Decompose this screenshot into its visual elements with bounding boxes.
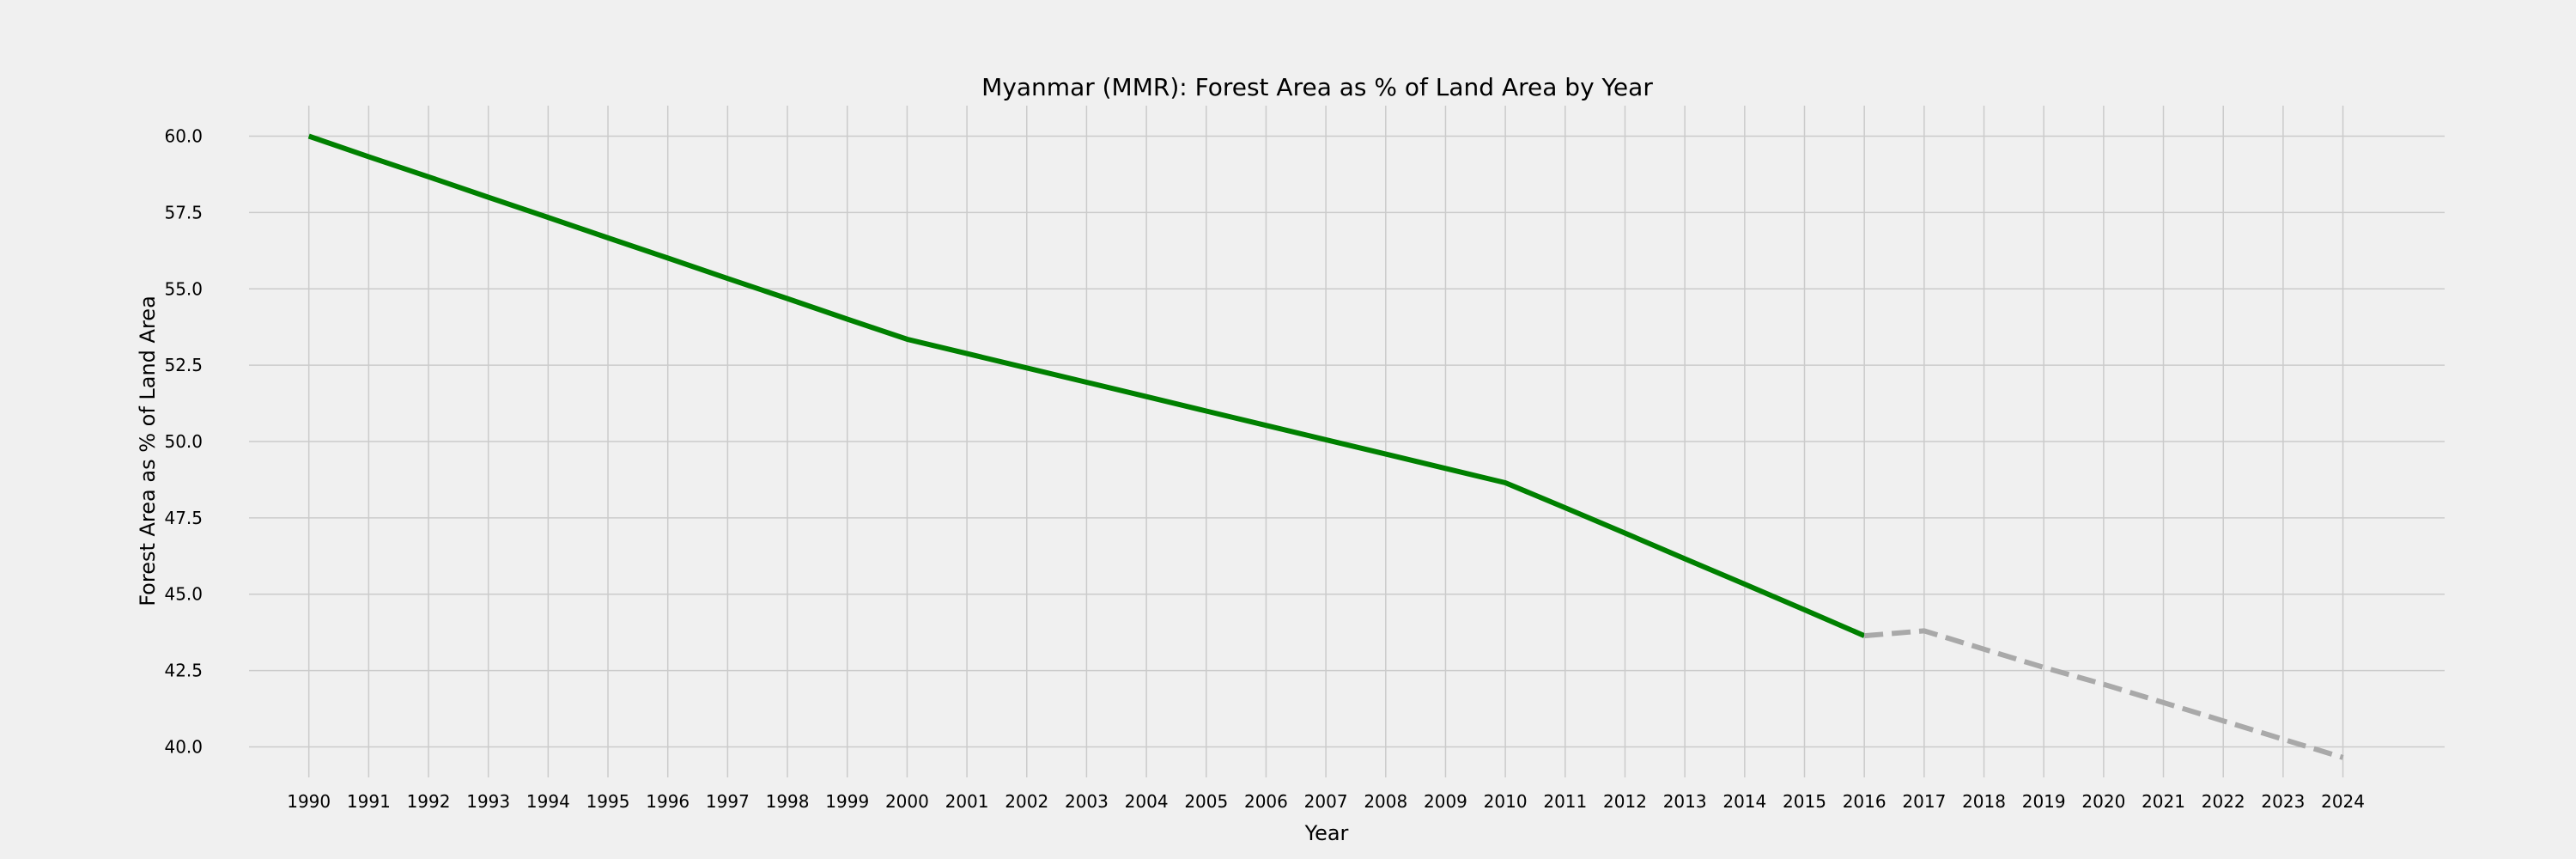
x-tick-label: 2009	[1424, 791, 1467, 812]
x-tick-label: 2011	[1543, 791, 1587, 812]
x-tick-label: 2001	[945, 791, 989, 812]
y-tick-labels: 40.0 42.5 45.0 47.5 50.0 52.5 55.0 57.5 60.0	[164, 126, 203, 758]
x-tick-label: 1991	[347, 791, 391, 812]
x-tick-label: 2016	[1843, 791, 1886, 812]
x-tick-label: 2008	[1364, 791, 1407, 812]
x-tick-label: 2015	[1783, 791, 1826, 812]
y-tick-label: 47.5	[164, 508, 203, 528]
x-tick-label: 1998	[766, 791, 810, 812]
x-tick-label: 2004	[1125, 791, 1169, 812]
y-tick-label: 42.5	[164, 661, 203, 681]
x-tick-label: 2014	[1722, 791, 1766, 812]
x-axis-label: Year	[1304, 821, 1349, 845]
y-tick-label: 52.5	[164, 355, 203, 375]
x-tick-label: 2018	[1962, 791, 2006, 812]
historical-series-line	[307, 133, 1866, 638]
x-tick-label: 2017	[1902, 791, 1946, 812]
x-tick-label: 1992	[407, 791, 451, 812]
x-tick-label: 1990	[287, 791, 331, 812]
x-tick-label: 2003	[1065, 791, 1109, 812]
x-tick-label: 2000	[885, 791, 929, 812]
x-tick-label: 2005	[1184, 791, 1228, 812]
x-tick-label: 2022	[2202, 791, 2245, 812]
y-tick-label: 57.5	[164, 202, 203, 222]
x-tick-label: 1997	[706, 791, 750, 812]
projection-series-line	[1863, 628, 2344, 760]
series-lines	[307, 133, 2344, 760]
x-tick-label: 2007	[1304, 791, 1348, 812]
x-tick-label: 2020	[2081, 791, 2125, 812]
x-tick-label: 2021	[2142, 791, 2185, 812]
x-tick-label: 2024	[2321, 791, 2365, 812]
x-tick-label: 2010	[1484, 791, 1528, 812]
y-tick-label: 40.0	[164, 736, 203, 757]
x-tick-label: 2019	[2022, 791, 2066, 812]
x-tick-label: 1995	[586, 791, 630, 812]
y-tick-label: 45.0	[164, 584, 203, 605]
x-tick-labels: 1990 1991 1992 1993 1994 1995 1996 1997 1998 1999…	[287, 791, 2365, 812]
x-tick-label: 1994	[526, 791, 570, 812]
y-tick-label: 55.0	[164, 278, 203, 299]
x-tick-label: 2023	[2261, 791, 2305, 812]
x-tick-label: 2006	[1244, 791, 1288, 812]
x-tick-label: 1999	[825, 791, 869, 812]
y-tick-label: 50.0	[164, 431, 203, 452]
x-tick-label: 1993	[466, 791, 510, 812]
y-gridlines	[249, 135, 2445, 748]
x-tick-label: 2012	[1603, 791, 1647, 812]
y-axis-label: Forest Area as % of Land Area	[136, 295, 160, 606]
chart-title: Myanmar (MMR): Forest Area as % of Land …	[981, 73, 1653, 101]
y-tick-label: 60.0	[164, 126, 203, 147]
x-tick-label: 1996	[646, 791, 690, 812]
x-tick-label: 2002	[1005, 791, 1048, 812]
x-tick-label: 2013	[1663, 791, 1707, 812]
